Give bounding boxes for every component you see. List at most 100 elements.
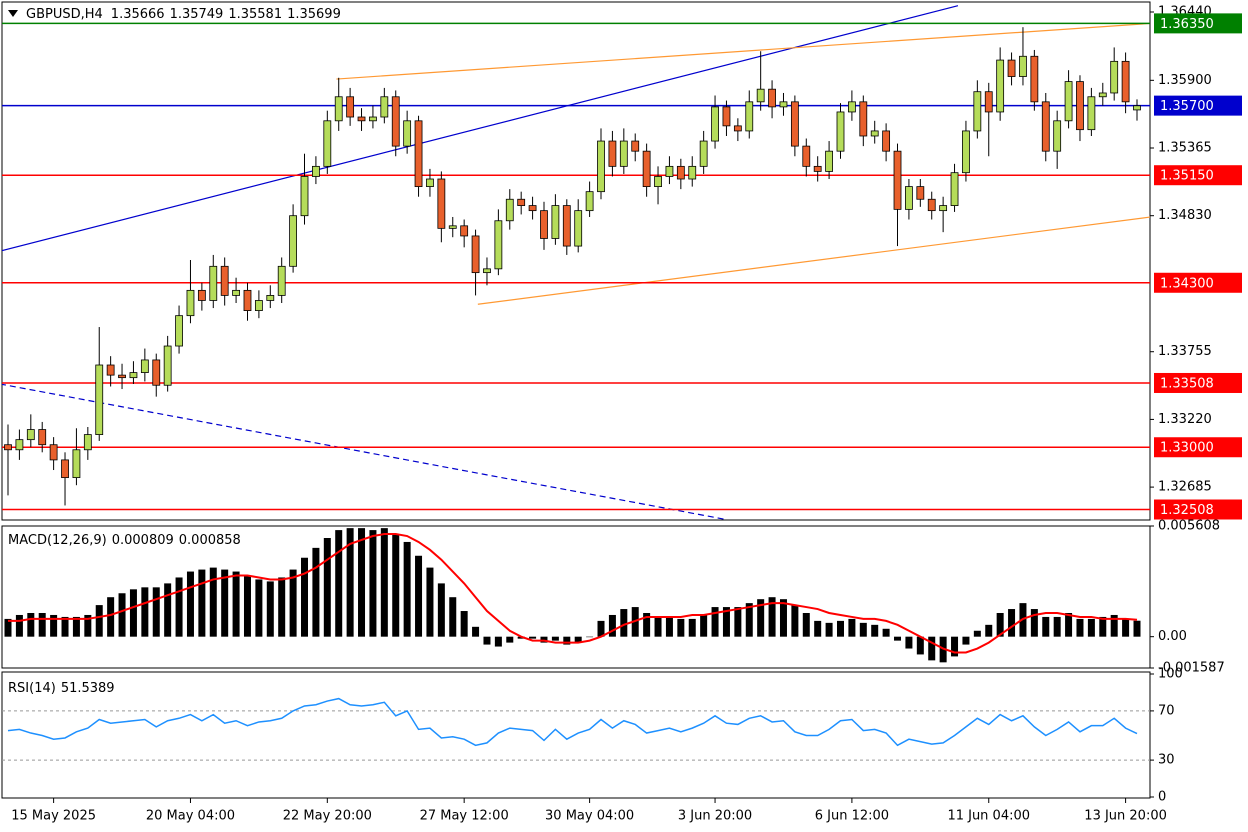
candle-body [836,111,845,152]
macd-bar [107,597,115,637]
macd-bar [882,628,890,637]
candle-body [106,364,115,376]
macd-bar [745,603,753,637]
macd-bar [380,528,388,637]
y-tick-label: 100 [1158,667,1183,682]
macd-bar [871,624,879,637]
candle-body [642,150,651,188]
candle-body [916,186,925,200]
y-tick-label: 1.35365 [1158,141,1212,156]
macd-bar [551,636,559,641]
macd-bar [643,612,651,637]
candle-body [163,345,172,386]
macd-bar [734,607,742,637]
trend-line [2,383,726,520]
rsi-header: RSI(14) 51.5389 [8,681,115,696]
macd-bar [1065,612,1073,637]
candle-body [323,120,332,167]
macd-bar [1042,616,1050,637]
candle-body [1041,101,1050,152]
candle-body [4,444,12,451]
candle-body [403,120,412,147]
x-tick-label: 6 Jun 12:00 [815,809,889,824]
candle-body [597,140,605,193]
candle-body [882,130,891,152]
candle-body [562,205,571,247]
open: 1.35666 [111,7,165,22]
macd-bar [757,599,765,637]
macd-bar [312,547,320,637]
macd-bar [506,636,514,643]
macd-bar [529,636,537,639]
candle-body [973,91,982,132]
candle-body [380,96,389,118]
x-tick-label: 30 May 04:00 [545,809,634,824]
y-tick-label: 0 [1158,790,1166,805]
candle-body [72,449,81,479]
price-level-box [1154,437,1242,458]
candle-body [1007,59,1016,77]
macd-bar [597,620,605,637]
macd-bar [1110,614,1118,637]
macd-bar [186,571,194,637]
macd-bar [779,599,787,637]
y-tick-label: 1.33755 [1158,344,1212,359]
candle-body [699,140,708,167]
price-level-label: 1.34300 [1160,276,1214,291]
candle-body [460,225,469,237]
candle-body [779,101,788,108]
macd-bar [483,636,491,645]
candle-body [745,101,754,132]
macd-bar [905,636,913,649]
macd-header: MACD(12,26,9) 0.000809 0.000858 [8,533,241,548]
candle-body [95,364,104,435]
candle-body [619,140,628,167]
macd-bar [426,567,434,637]
candle-body [483,268,491,274]
macd-bar [209,567,217,637]
macd-bar [38,612,46,637]
macd-bar [711,607,719,637]
candle-body [528,205,537,212]
macd-bar [951,636,959,657]
candle-body [870,130,879,137]
price-level-box [1154,499,1242,520]
candle-body [768,88,776,108]
macd-bar [61,616,69,637]
y-tick-label: 1.34830 [1158,208,1212,223]
candle-body [437,178,446,229]
price-level-label: 1.35700 [1160,99,1214,114]
macd-bar [175,577,183,637]
price-level-label: 1.35150 [1160,169,1214,184]
candle-body [608,140,617,167]
macd-bar [802,612,810,637]
macd-bar [221,569,229,637]
macd-bar [255,579,263,637]
candle-body [654,176,662,188]
price-level-box [1154,372,1242,393]
candle-body [26,429,35,441]
candle-body [209,265,218,301]
candle-body [517,198,526,206]
macd-bar [4,618,12,637]
x-tick-label: 27 May 12:00 [420,809,509,824]
macd-bar [916,636,924,655]
candle-body [711,106,719,142]
x-tick-label: 15 May 2025 [11,809,96,824]
macd-bar [198,569,206,637]
candle-body [232,289,240,296]
macd-bar [27,612,35,637]
candle-body [118,374,126,379]
menu-arrow[interactable] [8,10,18,17]
macd-bar [825,622,833,637]
candle-body [676,165,685,180]
candle-body [1087,96,1096,131]
macd-bar [1087,618,1095,637]
macd-bar [677,618,685,637]
candle-body [83,434,92,451]
macd-bar [278,577,286,637]
candle-body [243,289,252,311]
candle-body [722,106,731,127]
price-level-label: 1.32508 [1160,503,1214,518]
candle-body [665,165,674,177]
